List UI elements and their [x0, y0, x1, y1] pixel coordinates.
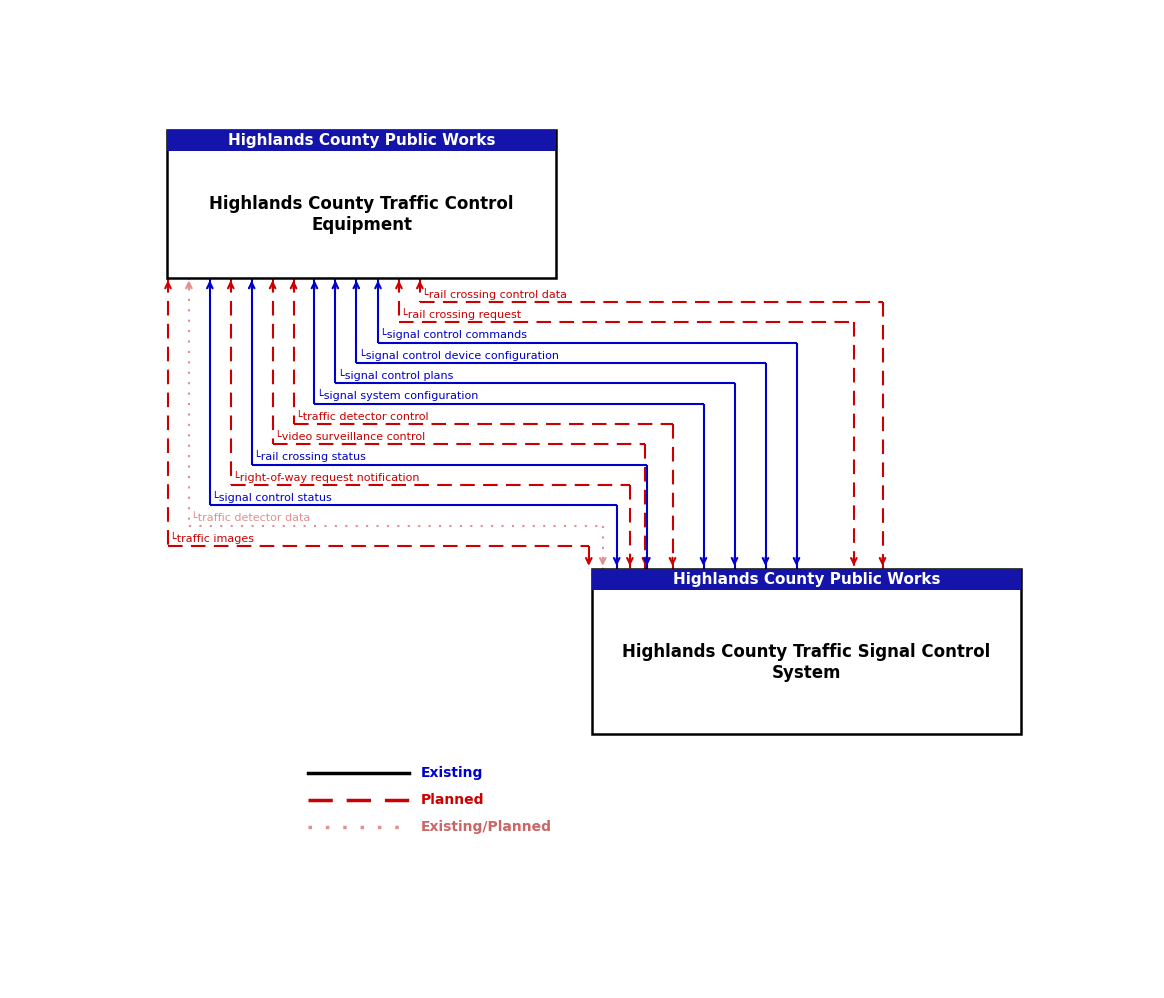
Text: └video surveillance control: └video surveillance control	[275, 432, 425, 442]
Text: └signal control commands: └signal control commands	[381, 328, 527, 340]
Text: └signal system configuration: └signal system configuration	[317, 389, 478, 401]
Text: └signal control plans: └signal control plans	[338, 369, 453, 381]
Text: └right-of-way request notification: └right-of-way request notification	[233, 471, 419, 483]
Text: Highlands County Traffic Signal Control
System: Highlands County Traffic Signal Control …	[623, 643, 991, 682]
Bar	[168, 130, 556, 152]
Text: Existing/Planned: Existing/Planned	[420, 819, 552, 833]
Text: Planned: Planned	[420, 792, 484, 806]
Text: Existing: Existing	[420, 765, 483, 779]
Text: └traffic detector data: └traffic detector data	[191, 513, 311, 523]
Bar	[592, 569, 1021, 735]
Text: └signal control status: └signal control status	[212, 491, 332, 503]
Text: Highlands County Traffic Control
Equipment: Highlands County Traffic Control Equipme…	[210, 195, 514, 234]
Text: └signal control device configuration: └signal control device configuration	[359, 348, 559, 360]
Text: Highlands County Public Works: Highlands County Public Works	[673, 572, 941, 587]
Text: └traffic images: └traffic images	[170, 532, 254, 544]
Text: Highlands County Public Works: Highlands County Public Works	[228, 133, 496, 148]
Text: └rail crossing request: └rail crossing request	[402, 307, 521, 319]
Text: └rail crossing status: └rail crossing status	[254, 450, 365, 462]
Bar	[592, 569, 1021, 590]
Text: └rail crossing control data: └rail crossing control data	[423, 287, 567, 299]
Text: └traffic detector control: └traffic detector control	[296, 411, 428, 421]
Bar	[168, 130, 556, 277]
